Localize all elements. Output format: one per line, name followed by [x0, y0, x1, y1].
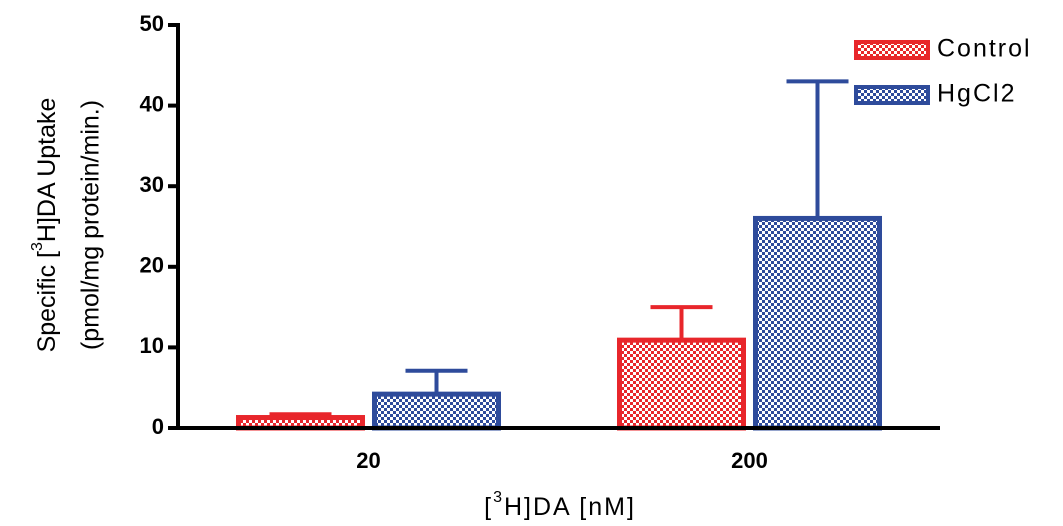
y-tick-label: 50 — [140, 11, 164, 36]
bar — [753, 215, 882, 431]
bar — [372, 391, 501, 431]
y-axis-label: (pmol/mg protein/min.) — [77, 100, 105, 350]
y-label-part: Specific [ — [33, 251, 61, 352]
y-axis-label: Specific [3H]DA Uptake — [29, 98, 60, 353]
x-label-part: H]DA [nM] — [504, 493, 636, 521]
legend-label: HgCl2 — [937, 80, 1016, 108]
x-axis-label: [3H]DA [nM] — [484, 489, 636, 520]
y-label-part: H]DA Uptake — [33, 98, 61, 243]
x-label-sup: 3 — [493, 489, 504, 506]
legend-swatch — [854, 40, 930, 60]
y-tick-label: 40 — [140, 91, 164, 116]
legend-swatch — [854, 85, 930, 105]
x-label-part: [ — [484, 493, 493, 521]
x-tick-label: 20 — [356, 448, 380, 473]
y-tick-label: 20 — [140, 253, 164, 278]
bar — [617, 337, 746, 431]
legend-label: Control — [937, 35, 1032, 63]
y-label-sup: 3 — [29, 242, 46, 251]
y-tick-label: 10 — [140, 333, 164, 358]
x-tick-label: 200 — [731, 448, 768, 473]
y-tick-label: 0 — [152, 414, 164, 439]
y-tick-label: 30 — [140, 172, 164, 197]
